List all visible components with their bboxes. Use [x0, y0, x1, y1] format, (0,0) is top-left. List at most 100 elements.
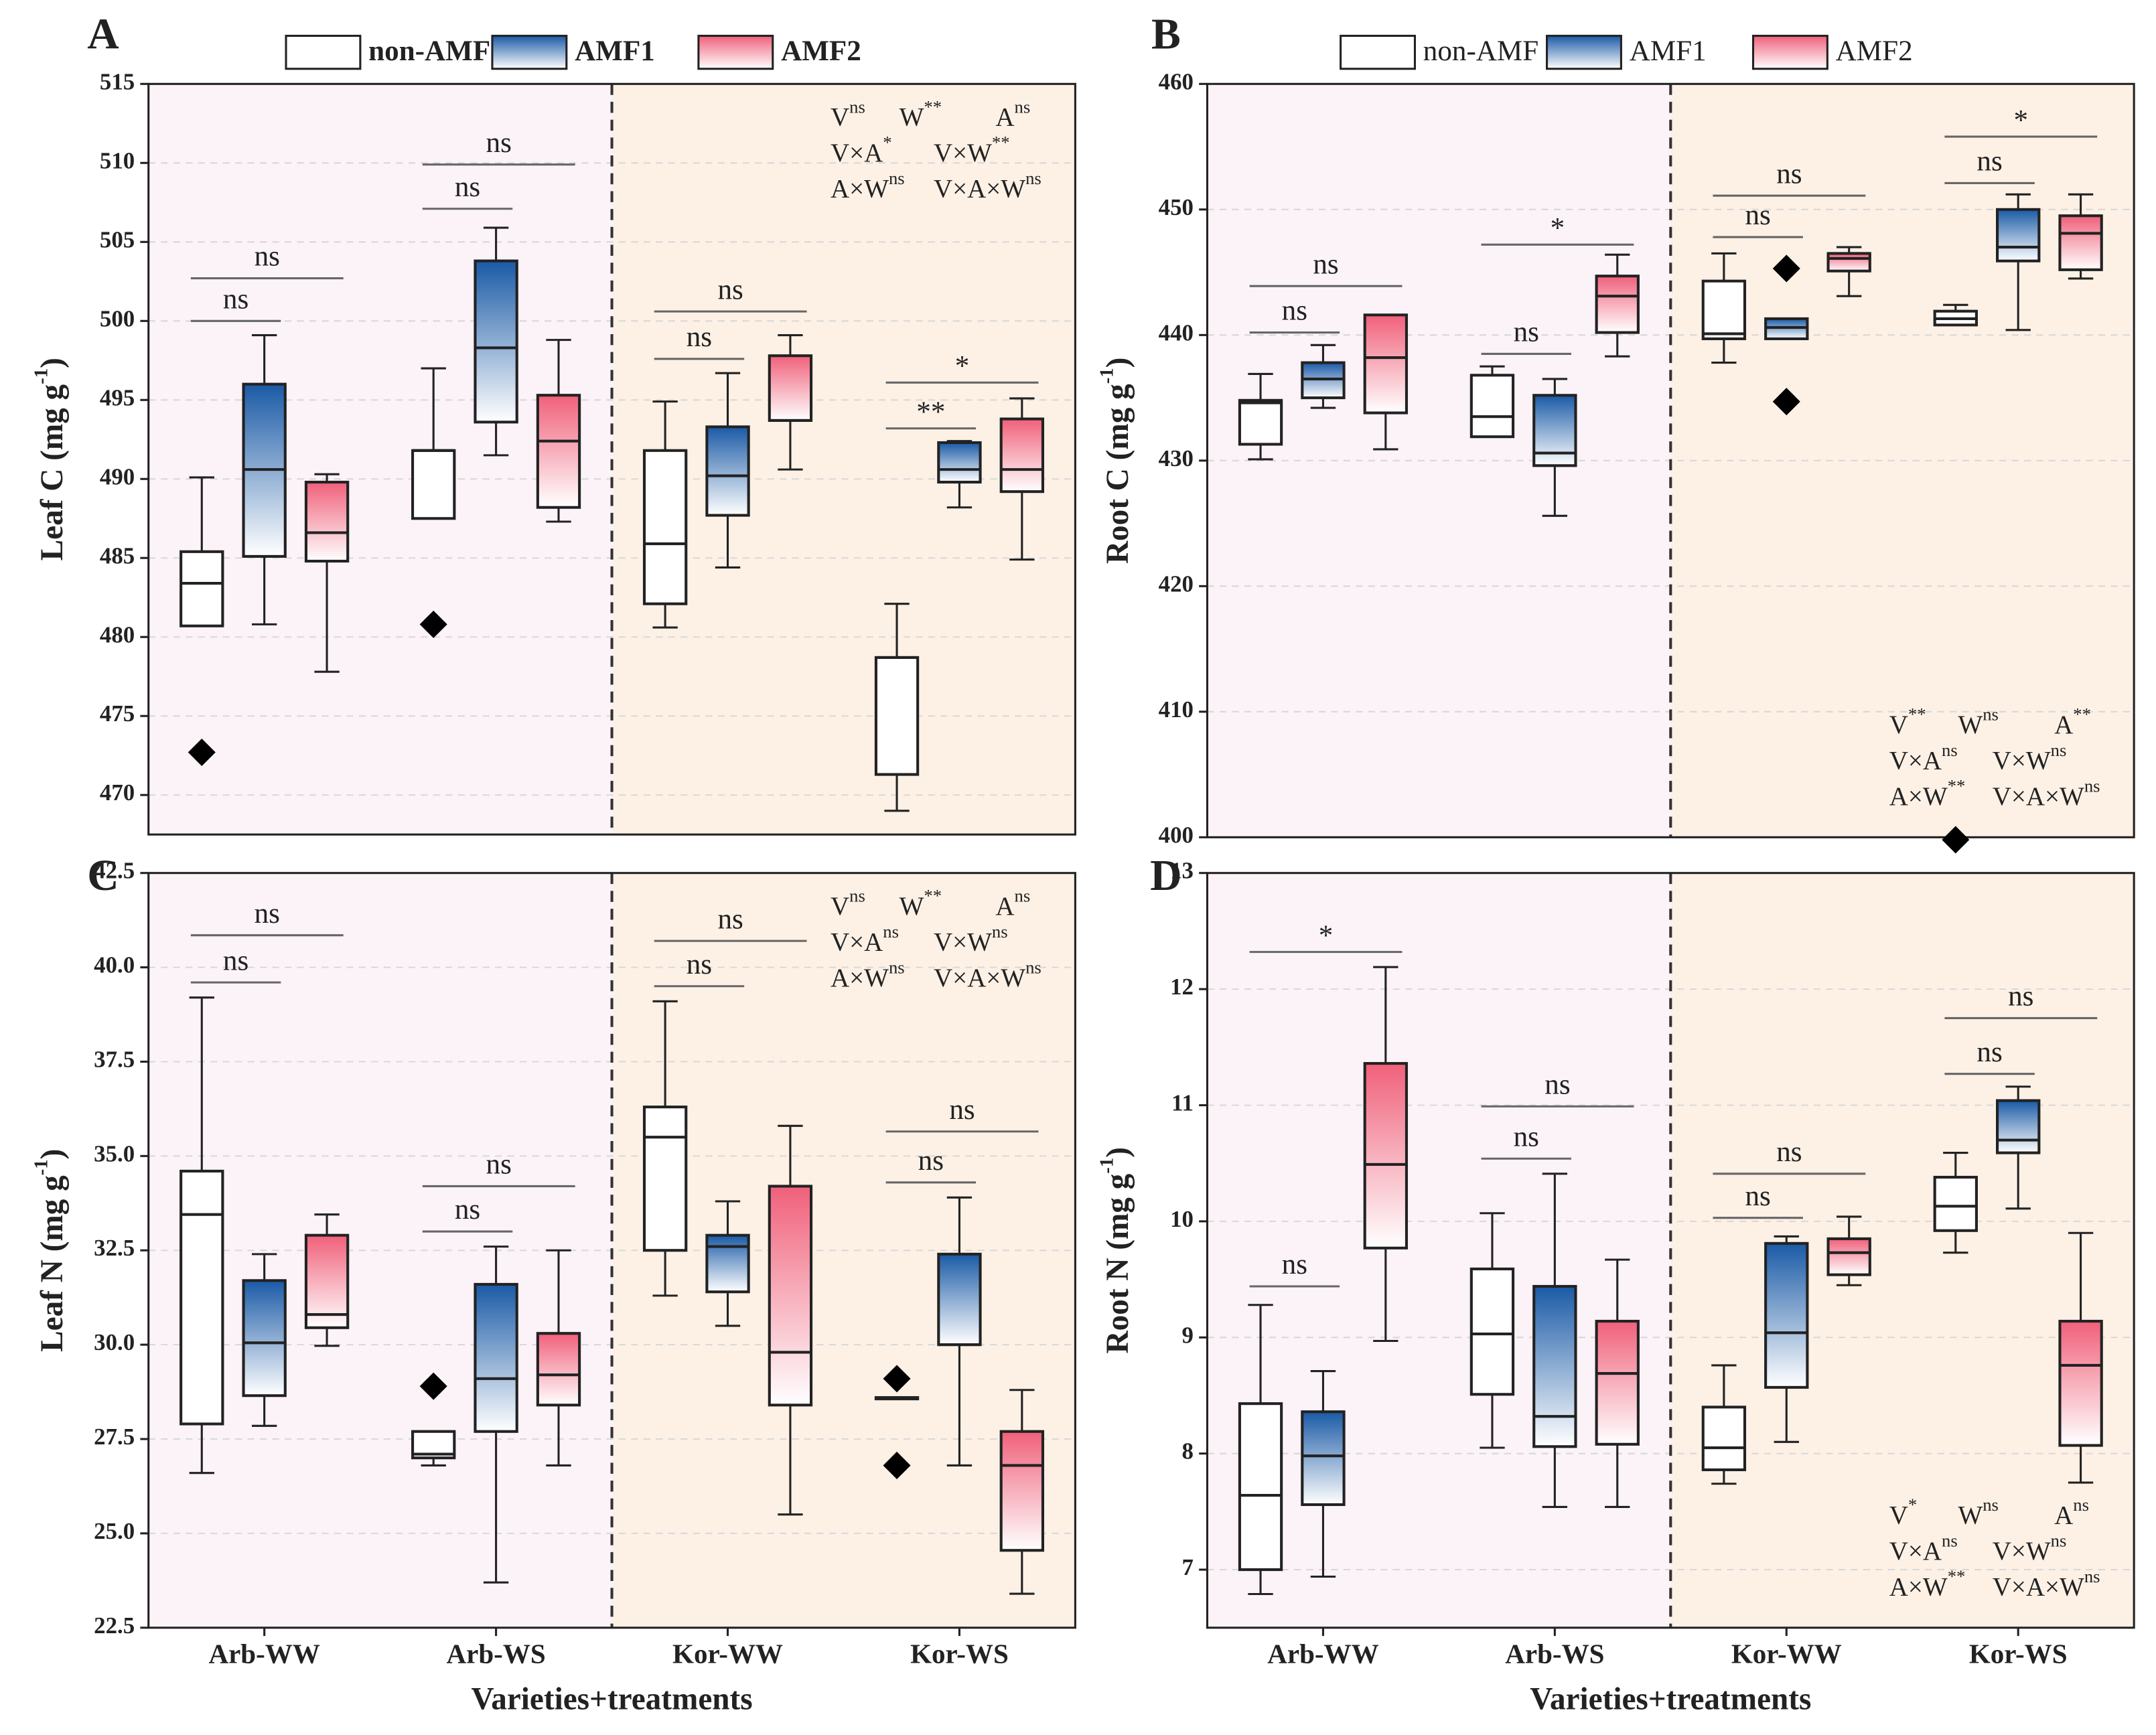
y-label-sup: -1	[30, 368, 52, 384]
y-tick-label: 480	[100, 621, 135, 648]
box	[705, 1233, 750, 1294]
box	[937, 1252, 982, 1347]
box	[1996, 1099, 2041, 1154]
stats-sig: **	[1948, 776, 1966, 796]
bracket-label: ns	[1514, 1121, 1539, 1152]
box	[1996, 208, 2041, 262]
y-label-end: )	[1100, 358, 1135, 368]
x-axis-label: Varieties+treatments	[1530, 1681, 1811, 1716]
bracket-label: *	[2014, 104, 2029, 136]
y-tick-label: 40.0	[94, 952, 135, 978]
legend-label: AMF1	[575, 35, 655, 67]
box	[937, 441, 982, 484]
bracket-label: ns	[1776, 158, 1802, 190]
panel-label: B	[1151, 10, 1181, 59]
stats-term: V×Wns	[1993, 1531, 2067, 1566]
box	[1826, 252, 1871, 273]
plot-frame	[147, 872, 1076, 1629]
panel-label: D	[1150, 851, 1181, 900]
bracket-label: *	[955, 351, 970, 382]
stats-term-name: A×W	[1889, 782, 1948, 811]
box	[1764, 1241, 1809, 1389]
bracket-label: ns	[687, 321, 712, 353]
stats-term: A×W**	[1889, 1566, 1966, 1601]
box	[304, 1233, 350, 1329]
stats-sig: ns	[1014, 96, 1030, 117]
stats-term: V×Ans	[831, 921, 899, 956]
y-tick-label: 470	[100, 779, 135, 806]
box	[474, 1282, 518, 1433]
bracket-label: ns	[1776, 1136, 1802, 1168]
stats-sig: ns	[1025, 958, 1041, 978]
box	[874, 656, 920, 776]
box	[1363, 1062, 1409, 1250]
stats-term: W**	[900, 886, 942, 921]
stats-term-name: V×A	[1889, 1537, 1942, 1566]
stats-term: Vns	[831, 96, 865, 131]
bracket-label: ns	[1313, 248, 1338, 280]
y-label-main: Root C (mg g	[1100, 384, 1135, 564]
y-label-sup: -1	[30, 1159, 52, 1175]
y-tick-label: 505	[100, 226, 135, 252]
y-tick-label: 510	[100, 147, 135, 173]
box	[1532, 1284, 1577, 1448]
y-axis-label: Leaf C (mg g-1)	[30, 358, 70, 560]
stats-term: V×Ans	[1889, 1531, 1958, 1566]
stats-term-name: V×W	[934, 927, 992, 956]
x-tick-label: Kor-WS	[1969, 1638, 2068, 1669]
bracket-label: ns	[717, 274, 743, 305]
box	[1933, 1175, 1978, 1232]
stats-term: V×A×Wns	[1993, 776, 2100, 811]
box	[1469, 1267, 1515, 1396]
legend-label: non-AMF	[368, 35, 490, 67]
stats-term-name: V×W	[1993, 746, 2051, 775]
stats-term-name: W	[1958, 710, 1983, 739]
x-tick-label: Kor-WW	[1731, 1638, 1842, 1669]
stats-sig: **	[992, 133, 1010, 153]
stats-term: V×W**	[934, 133, 1010, 167]
panel-label: A	[87, 10, 119, 59]
stats-term-name: V×A×W	[934, 174, 1025, 203]
bracket-label: ns	[1977, 1037, 2002, 1068]
x-tick-label: Kor-WW	[672, 1638, 783, 1669]
stats-sig: **	[1908, 704, 1926, 725]
stats-term-name: A	[995, 103, 1014, 132]
stats-sig: ns	[889, 168, 905, 188]
stats-sig: **	[924, 886, 942, 906]
box	[474, 259, 518, 424]
stats-term: V×Ans	[1889, 740, 1958, 775]
y-label-end: )	[35, 1149, 70, 1160]
stats-sig: ns	[2084, 1566, 2100, 1586]
x-axis-label: Varieties+treatments	[471, 1681, 752, 1716]
stats-term: V×A×Wns	[934, 958, 1041, 992]
box	[536, 394, 581, 509]
stats-term: V×A×Wns	[1993, 1566, 2100, 1601]
x-tick-label: Arb-WS	[446, 1638, 545, 1669]
bracket-label: ns	[223, 283, 248, 315]
bracket-label: ns	[1745, 200, 1771, 231]
bracket-label: *	[1551, 213, 1565, 244]
legend-swatch	[491, 34, 568, 70]
stats-term: V×A*	[831, 133, 892, 167]
y-tick-label: 42.5	[94, 858, 135, 884]
bracket-label: ns	[2008, 981, 2033, 1012]
x-tick-label: Arb-WW	[208, 1638, 319, 1669]
y-tick-label: 10	[1170, 1206, 1194, 1232]
y-tick-label: 7	[1182, 1554, 1194, 1580]
box	[411, 449, 456, 520]
y-tick-label: 35.0	[94, 1140, 135, 1166]
y-tick-label: 495	[100, 384, 135, 410]
box	[179, 1169, 224, 1426]
bracket-label: ns	[1544, 1069, 1570, 1100]
bracket-label: ns	[486, 1149, 512, 1181]
stats-term: Wns	[1958, 704, 1999, 739]
y-tick-label: 475	[100, 700, 135, 727]
legend-swatch	[1340, 34, 1417, 70]
legend-label: AMF2	[1836, 35, 1913, 67]
y-axis-label: Root N (mg g-1)	[1096, 1147, 1135, 1353]
stats-term-name: V×A×W	[934, 964, 1025, 992]
stats-term-name: V×W	[934, 139, 992, 167]
box	[1238, 1402, 1283, 1572]
box	[2058, 214, 2103, 271]
